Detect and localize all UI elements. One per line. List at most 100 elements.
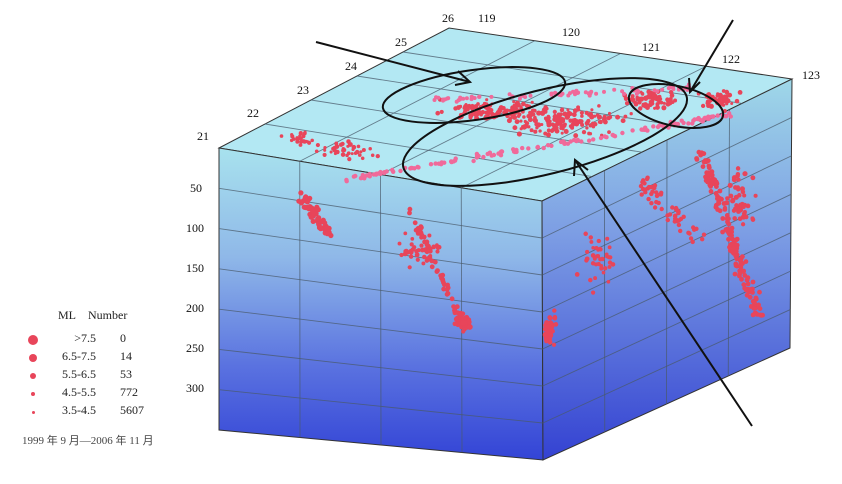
seismic-event-point: [673, 213, 678, 218]
seismic-event-point: [410, 247, 415, 252]
seismic-event-point: [424, 258, 430, 263]
y-tick-label: 26: [442, 11, 454, 25]
top-grid-line: [310, 99, 643, 153]
seismic-event-point: [716, 200, 722, 206]
seismic-event-point: [486, 111, 491, 116]
seismic-event-point: [524, 103, 529, 108]
seismic-event-point: [688, 236, 694, 241]
seismic-event-point: [290, 133, 294, 137]
seismic-event-point: [595, 113, 600, 117]
seismic-event-point: [415, 164, 420, 170]
legend-col-number: Number: [88, 308, 128, 322]
seismic-event-point: [605, 236, 610, 241]
seismic-event-point: [368, 147, 372, 151]
seismic-event-point: [435, 268, 440, 273]
seismic-event-point: [544, 320, 550, 326]
seismic-event-point: [652, 205, 658, 210]
seismic-event-point: [641, 92, 645, 96]
magnitude-legend: ML Number >7.5 0 6.5-7.5 14 5.5-6.5 53 4…: [22, 308, 212, 448]
seismic-event-point: [563, 129, 569, 134]
seismic-event-point: [579, 110, 584, 115]
seismic-event-point: [753, 193, 758, 198]
z-tick-label: 100: [186, 221, 204, 235]
seismic-event-point: [705, 99, 711, 104]
seismic-event-point: [750, 279, 756, 285]
front-grid-line: [218, 308, 543, 350]
seismic-event-point: [641, 178, 646, 183]
seismic-event-point: [536, 110, 542, 116]
legend-number: 772: [120, 385, 138, 399]
seismic-event-point: [671, 87, 676, 92]
seismic-event-point: [713, 179, 719, 185]
seismic-event-point: [477, 94, 482, 99]
seismic-event-point: [310, 138, 314, 143]
seismic-event-point: [729, 225, 735, 231]
seismic-event-point: [412, 220, 418, 226]
y-tick-label: 24: [345, 59, 357, 73]
period-label: 1999 年 9 月—2006 年 11 月: [22, 435, 154, 447]
x-tick-label: 119: [478, 11, 496, 25]
seismic-event-point: [545, 324, 550, 329]
seismic-event-point: [331, 146, 336, 151]
seismic-event-point: [299, 136, 303, 141]
seismic-event-point: [309, 205, 315, 211]
seismic-event-point: [496, 151, 501, 156]
seismic-event-point: [670, 100, 675, 104]
seismic-event-point: [630, 94, 635, 99]
seismic-event-point: [583, 231, 588, 237]
seismic-event-point: [586, 118, 591, 123]
seismic-event-point: [456, 105, 461, 111]
seismic-event-point: [596, 261, 601, 267]
seismic-event-point: [460, 316, 465, 322]
seismic-event-point: [611, 133, 616, 138]
seismic-event-point: [527, 117, 533, 123]
seismic-event-point: [742, 193, 747, 198]
seismic-event-point: [592, 256, 597, 261]
seismic-event-point: [629, 112, 633, 116]
seismic-event-point: [724, 216, 730, 221]
seismic-event-point: [358, 176, 364, 181]
seismic-event-point: [530, 100, 534, 104]
seismic-event-point: [723, 99, 728, 103]
legend-number: 5607: [120, 403, 144, 417]
seismic-event-point: [561, 119, 566, 124]
seismic-event-point: [739, 186, 745, 192]
seismic-event-point: [552, 308, 557, 313]
seismic-event-point: [602, 134, 607, 139]
seismic-event-point: [512, 125, 518, 131]
seismic-event-point: [489, 94, 494, 99]
x-tick-label: 120: [562, 25, 580, 39]
seismic-event-point: [555, 116, 560, 120]
annotation-ellipse-east: [627, 83, 725, 129]
seismic-event-point: [435, 249, 440, 254]
seismic-event-point: [422, 254, 427, 260]
seismic-event-point: [529, 128, 534, 133]
seismic-event-point: [607, 130, 611, 134]
seismic-event-point: [707, 182, 713, 188]
seismic-event-point: [694, 157, 700, 162]
seismic-event-point: [598, 247, 603, 252]
right-grid-line: [727, 109, 730, 377]
seismic-event-point: [751, 299, 757, 305]
seismic-event-point: [709, 114, 714, 119]
seismic-event-point: [579, 119, 584, 124]
x-tick-label: 123: [802, 68, 820, 82]
seismic-event-point: [549, 92, 554, 97]
seismic-event-point: [417, 230, 422, 236]
seismic-event-point: [750, 175, 756, 181]
seismic-event-point: [656, 200, 661, 206]
seismic-event-point: [572, 120, 577, 125]
seismic-event-point: [590, 108, 594, 112]
y-tick-label: 22: [247, 106, 259, 120]
seismic-event-point: [681, 214, 686, 219]
seismic-event-point: [601, 117, 607, 122]
seismic-event-point: [473, 110, 479, 116]
seismic-event-point: [445, 291, 451, 296]
seismic-event-point: [580, 122, 585, 127]
seismic-event-point: [591, 137, 596, 142]
seismic-event-point: [596, 238, 601, 244]
seismic-event-point: [517, 112, 522, 117]
seismic-event-point: [407, 206, 413, 212]
seismic-event-point: [439, 273, 445, 279]
seismic-event-point: [589, 239, 594, 244]
